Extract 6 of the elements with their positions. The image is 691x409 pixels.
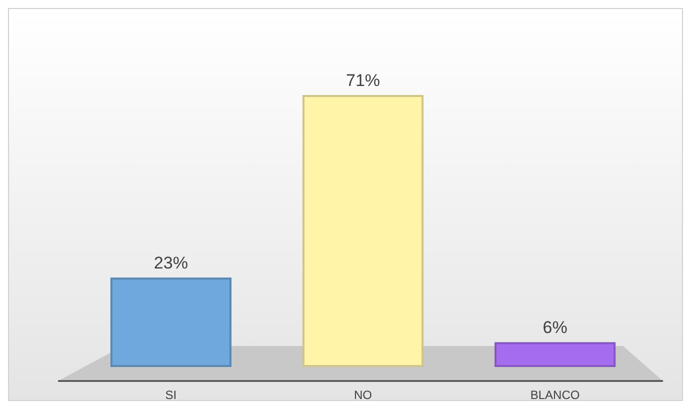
data-label: 23% (154, 254, 188, 273)
data-label: 6% (542, 318, 568, 338)
x-tick-label: NO (354, 388, 372, 402)
data-label: 71% (346, 71, 380, 90)
x-tick-label: BLANCO (530, 388, 580, 402)
x-tick-label: SI (165, 388, 177, 402)
